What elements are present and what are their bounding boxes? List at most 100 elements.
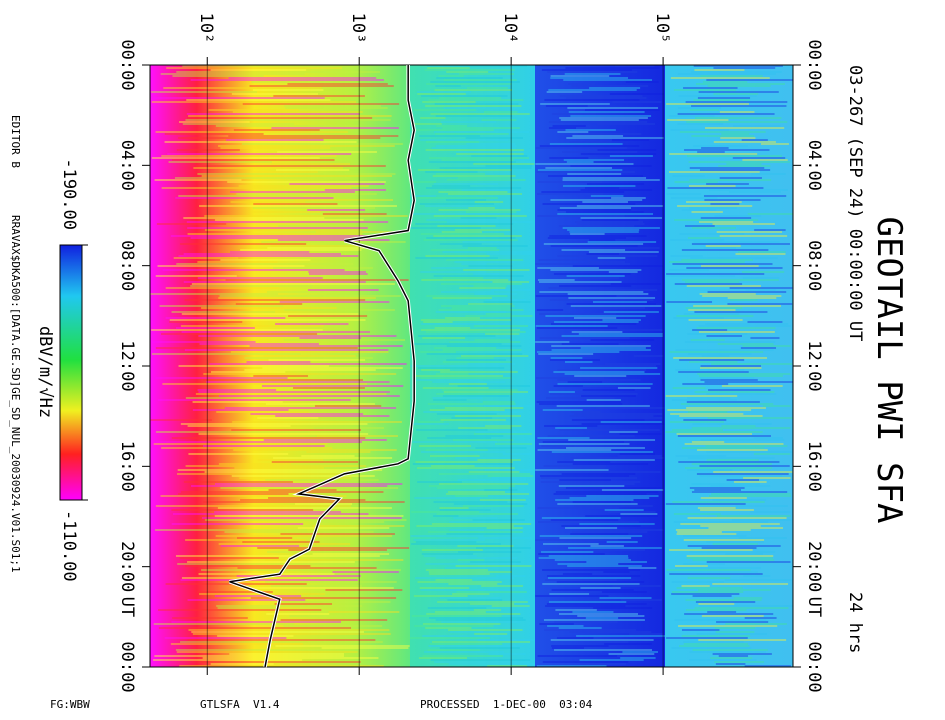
texture — [604, 509, 644, 511]
texture — [687, 469, 733, 471]
texture — [691, 463, 772, 465]
texture — [275, 645, 410, 647]
texture — [693, 305, 781, 307]
texture — [669, 239, 725, 241]
texture — [691, 211, 723, 213]
texture — [312, 525, 405, 527]
texture — [687, 411, 728, 413]
texture — [548, 601, 627, 603]
texture — [683, 313, 740, 315]
texture — [577, 223, 645, 225]
texture — [428, 99, 524, 101]
texture — [236, 575, 361, 577]
texture — [710, 485, 771, 487]
texture — [629, 633, 663, 635]
colorbar-label: dBV/m/√Hz — [35, 326, 55, 418]
texture — [468, 303, 513, 305]
texture — [171, 621, 341, 623]
texture — [440, 121, 497, 123]
texture — [538, 353, 594, 355]
texture — [548, 127, 577, 129]
footer: PROCESSED 1-DEC-00 03:04 — [420, 698, 593, 711]
texture — [742, 159, 788, 161]
texture — [161, 155, 337, 157]
texture — [421, 553, 473, 555]
texture — [548, 555, 629, 557]
texture — [463, 269, 530, 271]
texture — [713, 471, 793, 473]
texture — [696, 327, 776, 329]
texture — [666, 193, 702, 195]
texture — [198, 391, 390, 393]
texture — [208, 109, 299, 111]
texture — [553, 273, 631, 275]
time-tick-label: 00:00 — [117, 39, 137, 90]
texture — [550, 77, 629, 79]
texture — [289, 183, 385, 185]
colorbar-tick-label: -110.00 — [59, 510, 79, 582]
texture — [250, 597, 397, 599]
texture — [313, 427, 385, 429]
texture — [177, 563, 354, 565]
time-tick-label: 12:00 — [804, 340, 824, 391]
texture — [687, 545, 781, 547]
texture — [427, 437, 492, 439]
texture — [573, 467, 606, 469]
texture — [421, 369, 450, 371]
texture — [689, 659, 757, 661]
texture — [417, 367, 505, 369]
texture — [701, 615, 764, 617]
texture — [620, 599, 662, 601]
texture — [691, 491, 788, 493]
texture — [694, 607, 789, 609]
texture — [666, 637, 748, 639]
texture — [452, 593, 490, 595]
texture — [622, 651, 658, 653]
texture — [487, 475, 534, 477]
texture — [321, 647, 409, 649]
texture — [539, 313, 617, 315]
duration: 24 hrs — [845, 592, 865, 653]
texture — [430, 465, 475, 467]
texture — [706, 79, 793, 81]
texture — [187, 599, 306, 601]
texture — [565, 487, 662, 489]
texture — [444, 567, 520, 569]
texture — [171, 437, 366, 439]
texture — [412, 463, 513, 465]
texture — [485, 165, 533, 167]
texture — [190, 237, 353, 239]
texture — [555, 609, 597, 611]
texture — [434, 327, 471, 329]
texture — [561, 249, 626, 251]
texture — [714, 627, 756, 629]
texture — [429, 409, 505, 411]
texture — [444, 407, 524, 409]
texture — [280, 533, 395, 535]
texture — [170, 235, 369, 237]
texture — [741, 271, 785, 273]
texture — [669, 573, 763, 575]
texture — [556, 581, 645, 583]
texture — [410, 423, 449, 425]
texture — [540, 477, 638, 479]
texture — [701, 147, 729, 149]
texture — [562, 151, 638, 153]
texture — [542, 203, 636, 205]
texture — [674, 619, 767, 621]
texture — [416, 379, 480, 381]
texture — [633, 355, 664, 357]
texture — [481, 119, 517, 121]
texture — [703, 195, 787, 197]
texture — [200, 661, 361, 663]
texture — [677, 435, 771, 437]
texture — [691, 441, 725, 443]
texture — [742, 345, 791, 347]
texture — [610, 283, 661, 285]
texture — [681, 209, 717, 211]
texture — [599, 597, 652, 599]
texture — [425, 331, 526, 333]
texture — [230, 351, 389, 353]
texture — [688, 457, 775, 459]
